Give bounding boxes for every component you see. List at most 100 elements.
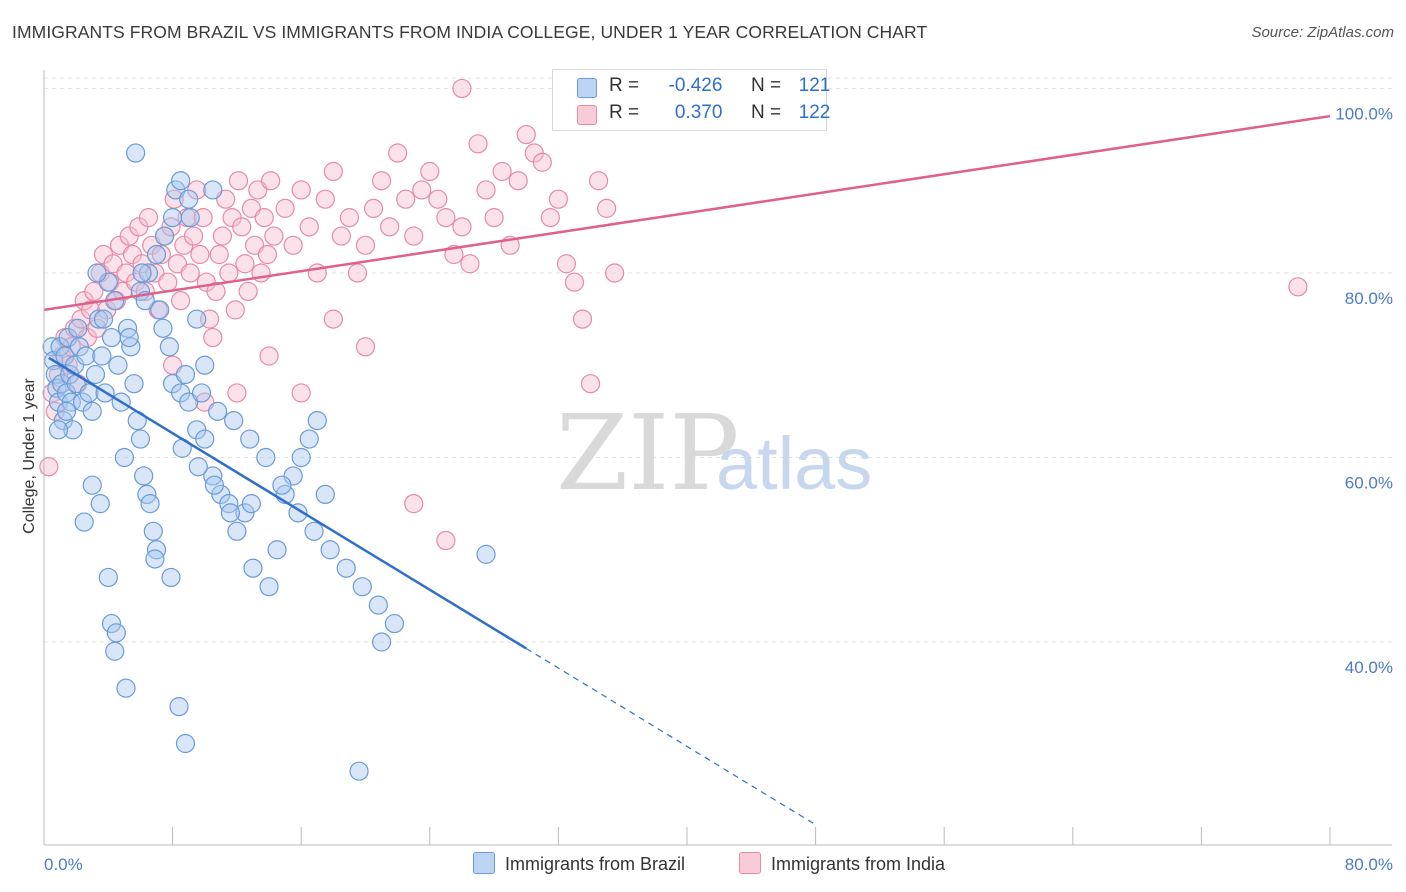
- india-point: [396, 189, 416, 209]
- x-tick-label: 0.0%: [44, 855, 83, 874]
- brazil-point: [126, 143, 146, 163]
- brazil-point: [299, 429, 319, 449]
- india-point: [452, 217, 472, 237]
- india-point: [291, 383, 311, 403]
- india-point: [138, 208, 159, 228]
- india-point: [532, 152, 552, 172]
- brazil-point: [220, 503, 241, 523]
- brazil-point: [140, 494, 160, 514]
- brazil-point: [92, 346, 112, 366]
- brazil-point: [153, 318, 173, 338]
- india-point: [388, 143, 408, 163]
- brazil-point: [243, 558, 263, 578]
- watermark: ZIP atlas: [556, 392, 872, 514]
- brazil-point: [476, 544, 496, 564]
- india-point: [167, 254, 188, 274]
- india-point: [275, 198, 295, 218]
- brazil-point: [48, 420, 69, 440]
- brazil-point: [315, 484, 335, 505]
- india-point: [171, 291, 191, 311]
- brazil-point: [188, 457, 208, 477]
- india-point: [151, 244, 171, 265]
- y-tick-label: 80.0%: [1345, 289, 1393, 308]
- grid: 40.0% 60.0% 80.0% 100.0%: [44, 77, 1393, 677]
- brazil-n-value: 121: [798, 75, 831, 96]
- brazil-point: [85, 364, 106, 385]
- india-point: [241, 198, 261, 218]
- brazil-point: [87, 263, 107, 283]
- brazil-point: [171, 171, 191, 191]
- india-point: [225, 300, 245, 320]
- india-point: [588, 171, 609, 191]
- brazil-point: [105, 641, 125, 661]
- brazil-point: [241, 494, 261, 514]
- india-point: [355, 337, 376, 357]
- brazil-point: [368, 595, 388, 615]
- y-tick-label: 40.0%: [1345, 658, 1393, 677]
- india-point: [331, 226, 351, 246]
- y-axis-title: College, Under 1 year: [21, 378, 38, 534]
- india-point: [363, 198, 384, 218]
- india-point: [291, 180, 311, 200]
- india-point: [605, 263, 625, 283]
- india-point: [339, 208, 360, 228]
- india-point: [323, 161, 343, 182]
- brazil-point: [175, 733, 196, 754]
- brazil-point: [224, 410, 244, 431]
- india-point: [355, 235, 376, 255]
- brazil-point: [384, 613, 405, 634]
- brazil-point: [227, 521, 247, 541]
- watermark-atlas: atlas: [716, 422, 872, 505]
- brazil-point: [166, 180, 186, 200]
- source-note: Source: ZipAtlas.com: [1251, 24, 1394, 41]
- india-point: [556, 254, 577, 274]
- india-point: [84, 281, 104, 302]
- india-point: [597, 198, 617, 218]
- stats-legend: R = -0.426 N = 121 R = 0.370 N = 122: [552, 69, 831, 131]
- india-point: [371, 171, 392, 191]
- n-label: N =: [750, 75, 782, 96]
- india-point: [180, 263, 200, 283]
- brazil-point: [98, 567, 118, 588]
- india-swatch: [577, 105, 597, 125]
- brazil-point: [154, 226, 175, 246]
- brazil-point: [82, 401, 102, 421]
- brazil-point: [371, 632, 392, 652]
- brazil-point: [175, 364, 196, 385]
- india-point: [492, 161, 512, 182]
- india-point: [203, 327, 223, 348]
- india-point: [254, 208, 274, 228]
- brazil-point: [336, 558, 356, 578]
- brazil-point: [304, 521, 324, 541]
- brazil-point: [179, 189, 199, 209]
- brazil-point: [119, 327, 139, 348]
- brazil-point: [90, 494, 110, 514]
- brazil-point: [272, 475, 292, 495]
- brazil-point: [159, 337, 179, 357]
- india-point: [1288, 277, 1308, 297]
- brazil-point: [93, 309, 114, 329]
- watermark-zip: ZIP: [556, 392, 739, 514]
- bottom-legend-brazil: Immigrants from Brazil: [473, 852, 685, 875]
- india-point: [428, 189, 448, 209]
- india-point: [232, 217, 252, 237]
- brazil-point: [146, 244, 167, 265]
- india-point: [216, 189, 236, 209]
- india-legend-label: Immigrants from India: [771, 854, 946, 874]
- india-point: [580, 374, 601, 394]
- brazil-point: [191, 383, 212, 403]
- brazil-point: [169, 697, 189, 717]
- india-point: [206, 281, 226, 302]
- brazil-r-value: -0.426: [668, 75, 723, 96]
- brazil-point: [74, 512, 94, 532]
- india-point: [248, 180, 268, 200]
- brazil-point: [56, 401, 77, 421]
- india-point: [347, 263, 368, 283]
- brazil-point: [320, 540, 340, 560]
- india-point: [380, 217, 400, 237]
- india-point: [564, 272, 585, 292]
- brazil-point: [116, 678, 136, 698]
- india-point: [516, 124, 536, 145]
- brazil-point: [42, 337, 62, 357]
